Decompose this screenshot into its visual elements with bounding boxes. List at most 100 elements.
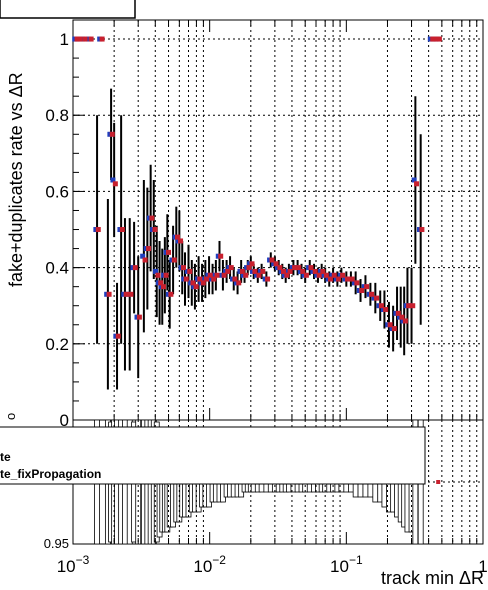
- data-point: [260, 268, 266, 274]
- data-point: [158, 280, 164, 286]
- data-point: [152, 227, 158, 233]
- top-y-tick-label: 0.8: [45, 106, 69, 125]
- data-point: [265, 276, 271, 282]
- data-point: [211, 276, 217, 282]
- ratio-point: [436, 480, 441, 484]
- data-point: [243, 272, 249, 278]
- data-point: [391, 326, 397, 332]
- data-point: [225, 268, 231, 274]
- stats-box: [0, 0, 136, 19]
- data-point: [142, 257, 148, 263]
- x-tick-label: 10−3: [57, 553, 90, 576]
- data-point: [207, 272, 213, 278]
- data-point: [168, 291, 174, 297]
- data-point: [88, 36, 94, 42]
- data-point: [308, 265, 314, 271]
- data-point: [378, 303, 384, 309]
- data-point: [430, 36, 436, 42]
- bottom-y-axis-partial-label: o: [3, 413, 18, 420]
- data-point: [345, 276, 351, 282]
- data-point: [284, 272, 290, 278]
- bottom-y-tick-label: 0.95: [44, 536, 69, 551]
- data-point: [200, 280, 206, 286]
- data-point: [349, 276, 355, 282]
- x-tick-labels: 10−3 10−2 10−1 1: [57, 553, 488, 576]
- data-point: [316, 272, 322, 278]
- data-point: [281, 268, 287, 274]
- data-point: [82, 36, 88, 42]
- data-point: [190, 280, 196, 286]
- data-point: [340, 272, 346, 278]
- data-point: [221, 272, 227, 278]
- data-point: [369, 291, 375, 297]
- data-point: [327, 276, 333, 282]
- top-y-tick-label: 1: [60, 30, 69, 49]
- data-point: [178, 238, 184, 244]
- data-point: [163, 272, 169, 278]
- data-point: [395, 310, 401, 316]
- data-point: [166, 249, 172, 255]
- top-x-ticks: [72, 20, 478, 420]
- data-point: [74, 36, 80, 42]
- data-point: [320, 268, 326, 274]
- data-point: [115, 333, 121, 339]
- data-point: [256, 272, 262, 278]
- data-point: [183, 276, 189, 282]
- data-point: [218, 253, 224, 259]
- data-point: [354, 280, 360, 286]
- top-pad: 0 0.2 0.4 0.6 0.8 1 fake+duplicates rate vs Δ…: [6, 19, 484, 430]
- data-point: [136, 314, 142, 320]
- data-point: [323, 272, 329, 278]
- data-point: [410, 303, 416, 309]
- data-point: [109, 131, 115, 137]
- top-y-tick-label: 0.4: [45, 259, 69, 278]
- data-point: [180, 265, 186, 271]
- data-point: [399, 314, 405, 320]
- data-point: [383, 307, 389, 313]
- data-point: [402, 318, 408, 324]
- data-point: [292, 265, 298, 271]
- data-point: [436, 36, 442, 42]
- data-point: [119, 227, 125, 233]
- data-point: [249, 261, 255, 267]
- data-point: [171, 257, 177, 263]
- data-point: [175, 234, 181, 240]
- data-point: [364, 284, 370, 290]
- top-y-tick-label: 0.2: [45, 335, 69, 354]
- data-point: [232, 276, 238, 282]
- data-point: [374, 295, 380, 301]
- data-point: [193, 284, 199, 290]
- data-point: [95, 227, 101, 233]
- top-y-tick-label: 0: [60, 411, 69, 430]
- data-point: [153, 268, 159, 274]
- data-point: [197, 276, 203, 282]
- data-point: [414, 181, 420, 187]
- data-point: [146, 246, 152, 252]
- data-point: [187, 268, 193, 274]
- data-point: [287, 268, 293, 274]
- data-point: [336, 276, 342, 282]
- legend-entry-2: te_fixPropagation: [0, 467, 101, 481]
- data-point: [406, 303, 412, 309]
- legend: te te_fixPropagation: [0, 426, 426, 485]
- x-tick-label: 10−1: [330, 553, 363, 576]
- data-point: [228, 265, 234, 271]
- data-point: [123, 291, 129, 297]
- data-point: [99, 36, 105, 42]
- data-point: [132, 265, 138, 271]
- data-point: [246, 265, 252, 271]
- data-point: [300, 268, 306, 274]
- data-point: [303, 272, 309, 278]
- data-point: [359, 287, 365, 293]
- data-point: [252, 268, 258, 274]
- legend-box: [0, 426, 426, 485]
- top-y-axis-title: fake+duplicates rate vs ΔR: [6, 72, 26, 287]
- x-tick-label: 10−2: [193, 553, 226, 576]
- data-point: [236, 280, 242, 286]
- bottom-x-ticks: [72, 532, 478, 544]
- data-point: [269, 257, 275, 263]
- data-point: [411, 177, 417, 183]
- top-y-ticks: 0 0.2 0.4 0.6 0.8 1: [45, 30, 85, 430]
- data-point: [128, 291, 134, 297]
